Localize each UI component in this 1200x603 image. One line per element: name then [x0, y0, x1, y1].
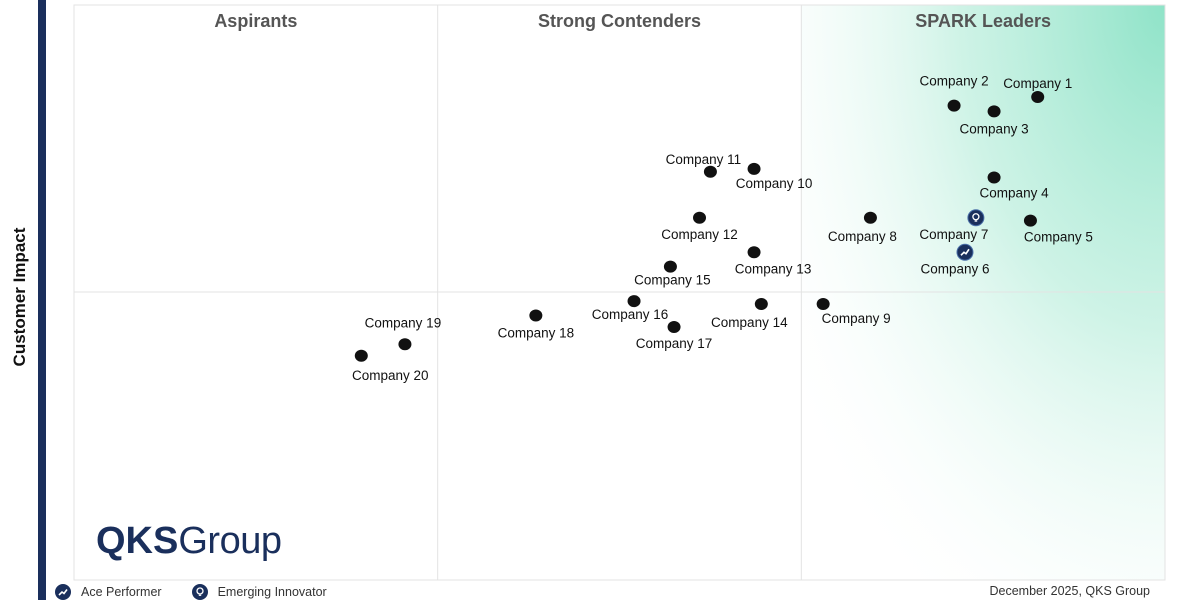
data-point[interactable] [1023, 214, 1037, 227]
logo-brand: QKS [96, 520, 179, 562]
ace-performer-point[interactable] [956, 243, 974, 261]
point-label: Company 4 [980, 186, 1050, 201]
point-label: Company 11 [666, 152, 742, 167]
legend: Ace Performer Emerging Innovator [55, 584, 357, 600]
data-point[interactable] [663, 260, 677, 273]
data-point[interactable] [754, 298, 768, 310]
data-point[interactable] [987, 171, 1001, 184]
data-point[interactable] [703, 165, 717, 178]
point-label: Company 3 [960, 121, 1029, 136]
qks-group-logo: QKSGroup [96, 520, 282, 563]
point-label: Company 14 [711, 315, 788, 330]
left-accent-bar [38, 0, 46, 600]
point-label: Company 2 [920, 74, 989, 89]
data-point[interactable] [747, 246, 761, 259]
quadrant-label: Aspirants [214, 11, 297, 31]
data-point[interactable] [1031, 91, 1045, 103]
point-label: Company 12 [661, 227, 738, 242]
data-point[interactable] [354, 349, 368, 362]
data-point[interactable] [987, 105, 1001, 118]
point-label: Company 17 [636, 336, 713, 351]
legend-label: Ace Performer [81, 585, 162, 599]
point-label: Company 18 [498, 326, 575, 341]
data-point[interactable] [667, 321, 681, 333]
data-point[interactable] [627, 295, 641, 308]
quadrant-label: Strong Contenders [538, 11, 701, 31]
data-point[interactable] [693, 211, 707, 224]
point-label: Company 5 [1024, 230, 1093, 245]
data-point[interactable] [747, 162, 761, 175]
logo-word: Group [178, 520, 282, 562]
point-label: Company 16 [592, 307, 669, 322]
point-label: Company 10 [736, 176, 813, 191]
point-label: Company 7 [919, 227, 988, 242]
data-point[interactable] [863, 211, 877, 224]
point-label: Company 6 [920, 261, 989, 276]
legend-ace-performer: Ace Performer [55, 584, 162, 600]
footer-date-source: December 2025, QKS Group [989, 584, 1151, 598]
point-label: Company 8 [828, 229, 897, 244]
emerging-innovator-point[interactable] [967, 209, 985, 227]
point-label: Company 19 [365, 315, 442, 330]
point-label: Company 15 [634, 273, 711, 288]
lightbulb-icon [191, 584, 208, 600]
data-point[interactable] [398, 338, 412, 351]
legend-label: Emerging Innovator [217, 585, 327, 599]
quadrant-label: SPARK Leaders [915, 11, 1051, 31]
trend-icon [55, 584, 71, 600]
legend-emerging-innovator: Emerging Innovator [191, 584, 327, 600]
point-label: Company 13 [735, 261, 812, 276]
point-label: Company 20 [352, 368, 429, 383]
data-point[interactable] [816, 298, 830, 310]
data-point[interactable] [529, 309, 543, 322]
point-label: Company 9 [822, 311, 891, 326]
point-label: Company 1 [1003, 76, 1072, 91]
data-point[interactable] [947, 99, 961, 112]
